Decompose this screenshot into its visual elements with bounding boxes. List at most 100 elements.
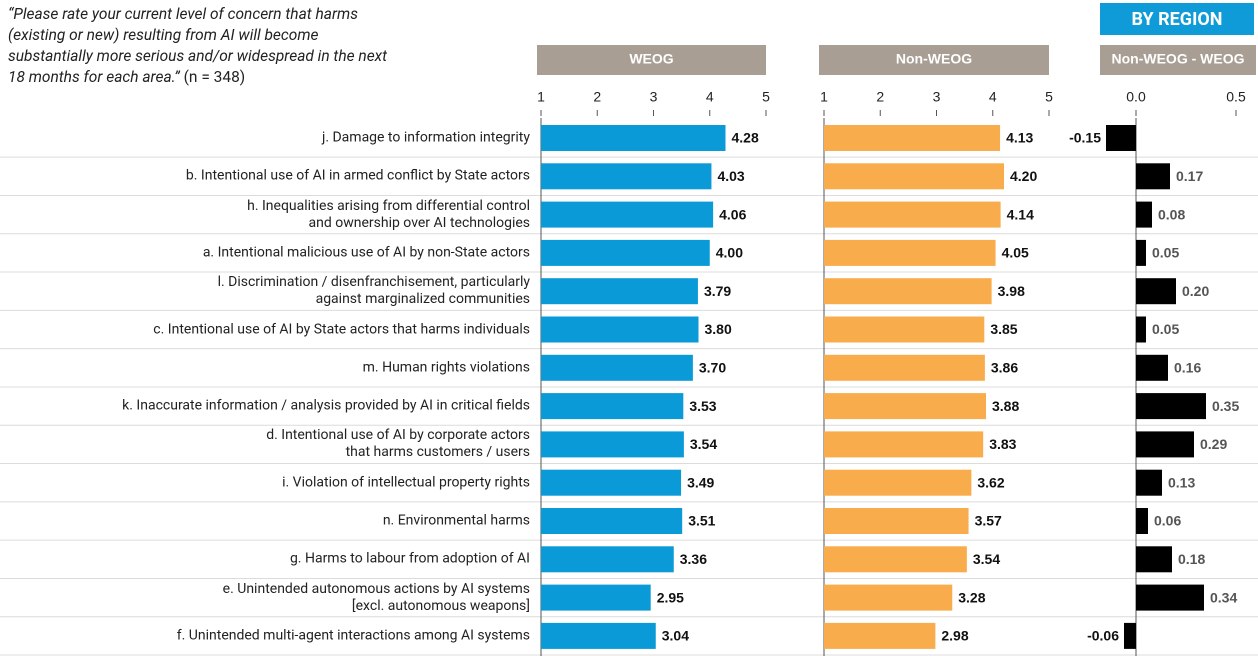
value-label: 0.13 bbox=[1168, 474, 1195, 490]
panel-header bbox=[1100, 45, 1256, 75]
category-label: l. Discrimination / disenfranchisement, … bbox=[217, 274, 530, 308]
x-tick-label: 4 bbox=[989, 89, 997, 105]
value-label: 4.13 bbox=[1006, 130, 1033, 146]
x-tick-label: 0.0 bbox=[1126, 89, 1146, 105]
bar bbox=[541, 508, 683, 534]
bar bbox=[541, 201, 714, 228]
value-label: 0.17 bbox=[1176, 168, 1203, 184]
bar bbox=[1106, 125, 1136, 151]
value-label: 0.05 bbox=[1152, 321, 1179, 337]
bar bbox=[1136, 278, 1176, 305]
value-label: 0.29 bbox=[1200, 436, 1227, 452]
value-label: 3.79 bbox=[704, 283, 731, 299]
value-label: 4.03 bbox=[717, 168, 744, 184]
x-tick-label: 3 bbox=[933, 89, 941, 105]
category-label: m. Human rights violations bbox=[362, 359, 530, 376]
x-tick-label: 2 bbox=[593, 89, 601, 105]
bar bbox=[1136, 393, 1206, 420]
bar bbox=[824, 393, 986, 420]
value-label: 3.86 bbox=[991, 360, 1018, 376]
bar bbox=[824, 163, 1004, 190]
value-label: 3.98 bbox=[998, 283, 1025, 299]
panel-header bbox=[537, 45, 766, 75]
value-label: 4.05 bbox=[1002, 245, 1029, 261]
category-label: k. Inaccurate information / analysis pro… bbox=[122, 397, 530, 414]
bar bbox=[824, 469, 972, 496]
bar bbox=[541, 278, 698, 305]
value-label: 3.62 bbox=[977, 474, 1004, 490]
bar bbox=[541, 431, 684, 458]
bar bbox=[824, 316, 985, 343]
category-label: d. Intentional use of AI by corporate ac… bbox=[266, 427, 530, 461]
bar bbox=[824, 239, 996, 266]
value-label: 3.28 bbox=[958, 589, 985, 605]
panel-title: Non-WEOG - WEOG bbox=[1112, 51, 1245, 67]
value-label: 3.53 bbox=[689, 398, 716, 414]
panel-header bbox=[819, 45, 1049, 75]
bar bbox=[1136, 469, 1162, 496]
value-label: 0.18 bbox=[1178, 551, 1205, 567]
category-label: h. Inequalities arising from differentia… bbox=[247, 197, 530, 231]
question-text: “Please rate your current level of conce… bbox=[8, 5, 388, 86]
bar bbox=[824, 278, 992, 305]
x-tick-label: 3 bbox=[650, 89, 658, 105]
bar bbox=[824, 125, 1001, 151]
bar bbox=[1124, 622, 1136, 649]
value-label: 3.36 bbox=[680, 551, 707, 567]
value-label: 2.95 bbox=[657, 589, 684, 605]
x-tick-label: 1 bbox=[537, 89, 545, 105]
bar bbox=[541, 316, 699, 343]
value-label: 2.98 bbox=[941, 628, 968, 644]
value-label: 0.20 bbox=[1182, 283, 1209, 299]
bar bbox=[824, 622, 936, 649]
bar bbox=[1136, 508, 1148, 534]
value-label: 3.54 bbox=[973, 551, 1000, 567]
x-tick-label: 1 bbox=[820, 89, 828, 105]
value-label: 0.08 bbox=[1158, 206, 1185, 222]
category-label: n. Environmental harms bbox=[382, 512, 530, 529]
bar bbox=[541, 584, 651, 611]
value-label: 4.20 bbox=[1010, 168, 1037, 184]
x-tick-label: 5 bbox=[762, 89, 770, 105]
bar bbox=[1136, 546, 1172, 573]
x-tick-label: 5 bbox=[1045, 89, 1053, 105]
value-label: 4.28 bbox=[732, 130, 759, 146]
bar bbox=[541, 239, 710, 266]
bar bbox=[541, 125, 726, 151]
value-label: 3.51 bbox=[688, 513, 715, 529]
value-label: 0.34 bbox=[1210, 589, 1237, 605]
value-label: 3.83 bbox=[989, 436, 1016, 452]
bar bbox=[1136, 201, 1152, 228]
value-label: 3.04 bbox=[662, 628, 689, 644]
bar bbox=[824, 508, 969, 534]
value-label: 3.70 bbox=[699, 360, 726, 376]
panel-title: WEOG bbox=[629, 51, 673, 67]
bar bbox=[824, 354, 985, 381]
bar bbox=[1136, 584, 1204, 611]
bar bbox=[541, 469, 682, 496]
value-label: 3.54 bbox=[690, 436, 717, 452]
sample-size: (n = 348) bbox=[183, 68, 246, 86]
badge: BY REGION bbox=[1100, 3, 1254, 35]
bar bbox=[541, 354, 693, 381]
bar bbox=[824, 201, 1001, 228]
bar bbox=[1136, 354, 1168, 381]
category-label: c. Intentional use of AI by State actors… bbox=[153, 321, 530, 337]
value-label: 3.80 bbox=[705, 321, 732, 337]
category-label: j. Damage to information integrity bbox=[321, 129, 530, 146]
bar bbox=[1136, 431, 1194, 458]
value-label: -0.15 bbox=[1069, 130, 1101, 146]
bar bbox=[824, 584, 953, 611]
value-label: 0.35 bbox=[1212, 398, 1239, 414]
category-label: b. Intentional use of AI in armed confli… bbox=[185, 167, 530, 184]
value-label: 0.05 bbox=[1152, 245, 1179, 261]
x-tick-label: 0.5 bbox=[1226, 89, 1246, 105]
x-tick-label: 4 bbox=[706, 89, 714, 105]
bar bbox=[1136, 163, 1170, 190]
bar bbox=[541, 622, 656, 649]
category-label: a. Intentional malicious use of AI by no… bbox=[202, 244, 530, 261]
bar bbox=[824, 546, 967, 573]
bar bbox=[824, 431, 984, 458]
panel-title: Non-WEOG bbox=[896, 51, 972, 67]
